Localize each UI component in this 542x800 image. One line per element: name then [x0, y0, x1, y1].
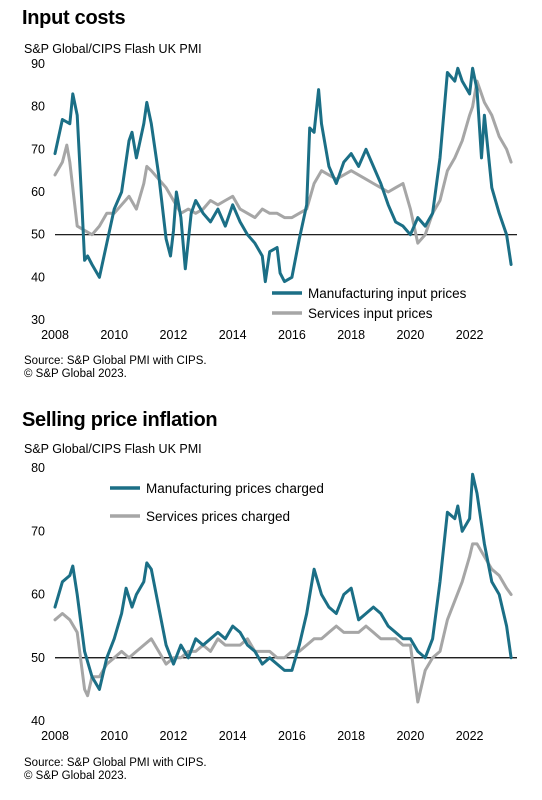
y-tick-label: 40 — [31, 714, 45, 728]
y-tick-label: 40 — [31, 270, 45, 284]
source-note: Source: S&P Global PMI with CIPS. © S&P … — [24, 757, 207, 783]
chart-panel-input-costs: Input costs S&P Global/CIPS Flash UK PMI… — [0, 0, 542, 392]
series-line-manufacturing — [53, 66, 513, 284]
x-tick-label: 2022 — [456, 729, 484, 743]
x-tick-label: 2020 — [396, 729, 424, 743]
series-line-services — [53, 542, 513, 704]
x-tick-label: 2016 — [278, 729, 306, 743]
y-tick-label: 60 — [31, 588, 45, 602]
series-line-services — [53, 79, 513, 245]
source-line-1: Source: S&P Global PMI with CIPS. — [24, 757, 207, 769]
y-tick-label: 60 — [31, 185, 45, 199]
chart-title: Input costs — [22, 7, 126, 29]
x-tick-label: 2012 — [160, 729, 188, 743]
copyright-line: © S&P Global 2023. — [24, 368, 127, 380]
legend-label: Manufacturing input prices — [308, 286, 467, 301]
x-tick-label: 2022 — [456, 328, 484, 342]
x-tick-label: 2010 — [100, 328, 128, 342]
x-tick-label: 2018 — [337, 328, 365, 342]
x-tick-label: 2008 — [41, 328, 69, 342]
chart-subtitle: S&P Global/CIPS Flash UK PMI — [24, 42, 202, 56]
y-tick-label: 70 — [31, 524, 45, 538]
selling-price-chart: 40 50 60 70 80 2008 2010 2012 2014 2016 2018 2020 20… — [31, 461, 517, 743]
x-tick-label: 2020 — [396, 328, 424, 342]
x-tick-label: 2012 — [160, 328, 188, 342]
x-tick-label: 2014 — [219, 729, 247, 743]
series-line-manufacturing — [53, 472, 513, 691]
x-tick-label: 2016 — [278, 328, 306, 342]
x-tick-label: 2008 — [41, 729, 69, 743]
y-tick-label: 80 — [31, 100, 45, 114]
legend-label: Services prices charged — [146, 509, 290, 524]
x-tick-label: 2014 — [219, 328, 247, 342]
chart-panel-selling-price: Selling price inflation S&P Global/CIPS … — [0, 400, 542, 796]
chart-subtitle: S&P Global/CIPS Flash UK PMI — [24, 442, 202, 456]
legend-label: Services input prices — [308, 306, 433, 321]
source-note: Source: S&P Global PMI with CIPS. © S&P … — [24, 355, 207, 381]
y-tick-label: 70 — [31, 142, 45, 156]
y-tick-label: 80 — [31, 461, 45, 475]
y-tick-label: 90 — [31, 57, 45, 71]
x-tick-label: 2010 — [100, 729, 128, 743]
copyright-line: © S&P Global 2023. — [24, 770, 127, 782]
source-line-1: Source: S&P Global PMI with CIPS. — [24, 355, 207, 367]
y-tick-label: 50 — [31, 228, 45, 242]
x-tick-label: 2018 — [337, 729, 365, 743]
chart-title: Selling price inflation — [22, 409, 218, 431]
input-costs-chart: 30 40 50 60 70 80 90 2008 2010 2012 2014 2016 2018 20… — [31, 57, 517, 342]
y-tick-label: 50 — [31, 651, 45, 665]
y-tick-label: 30 — [31, 313, 45, 327]
legend-label: Manufacturing prices charged — [146, 481, 324, 496]
